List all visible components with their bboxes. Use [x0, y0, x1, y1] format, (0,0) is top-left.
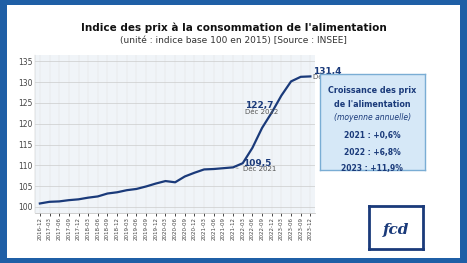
Text: Croissance des prix: Croissance des prix	[328, 86, 417, 95]
Text: (moyenne annuelle): (moyenne annuelle)	[334, 113, 411, 122]
Text: Déc 2023: Déc 2023	[313, 74, 347, 80]
Text: 2022 : +6,8%: 2022 : +6,8%	[344, 148, 401, 156]
Text: 109,5: 109,5	[243, 159, 271, 168]
Text: 2023 : +11,9%: 2023 : +11,9%	[341, 164, 403, 173]
Text: 122,7: 122,7	[245, 101, 273, 110]
Text: Indice des prix à la consommation de l'alimentation: Indice des prix à la consommation de l'a…	[81, 22, 386, 33]
Text: Déc 2022: Déc 2022	[245, 109, 278, 115]
Text: 131,4: 131,4	[313, 67, 342, 76]
Text: fcd: fcd	[382, 222, 409, 237]
Text: (unité : indice base 100 en 2015) [Source : INSEE]: (unité : indice base 100 en 2015) [Sourc…	[120, 36, 347, 45]
Text: Déc 2021: Déc 2021	[243, 166, 276, 172]
Text: de l'alimentation: de l'alimentation	[334, 100, 411, 109]
Text: 2021 : +0,6%: 2021 : +0,6%	[344, 131, 401, 140]
